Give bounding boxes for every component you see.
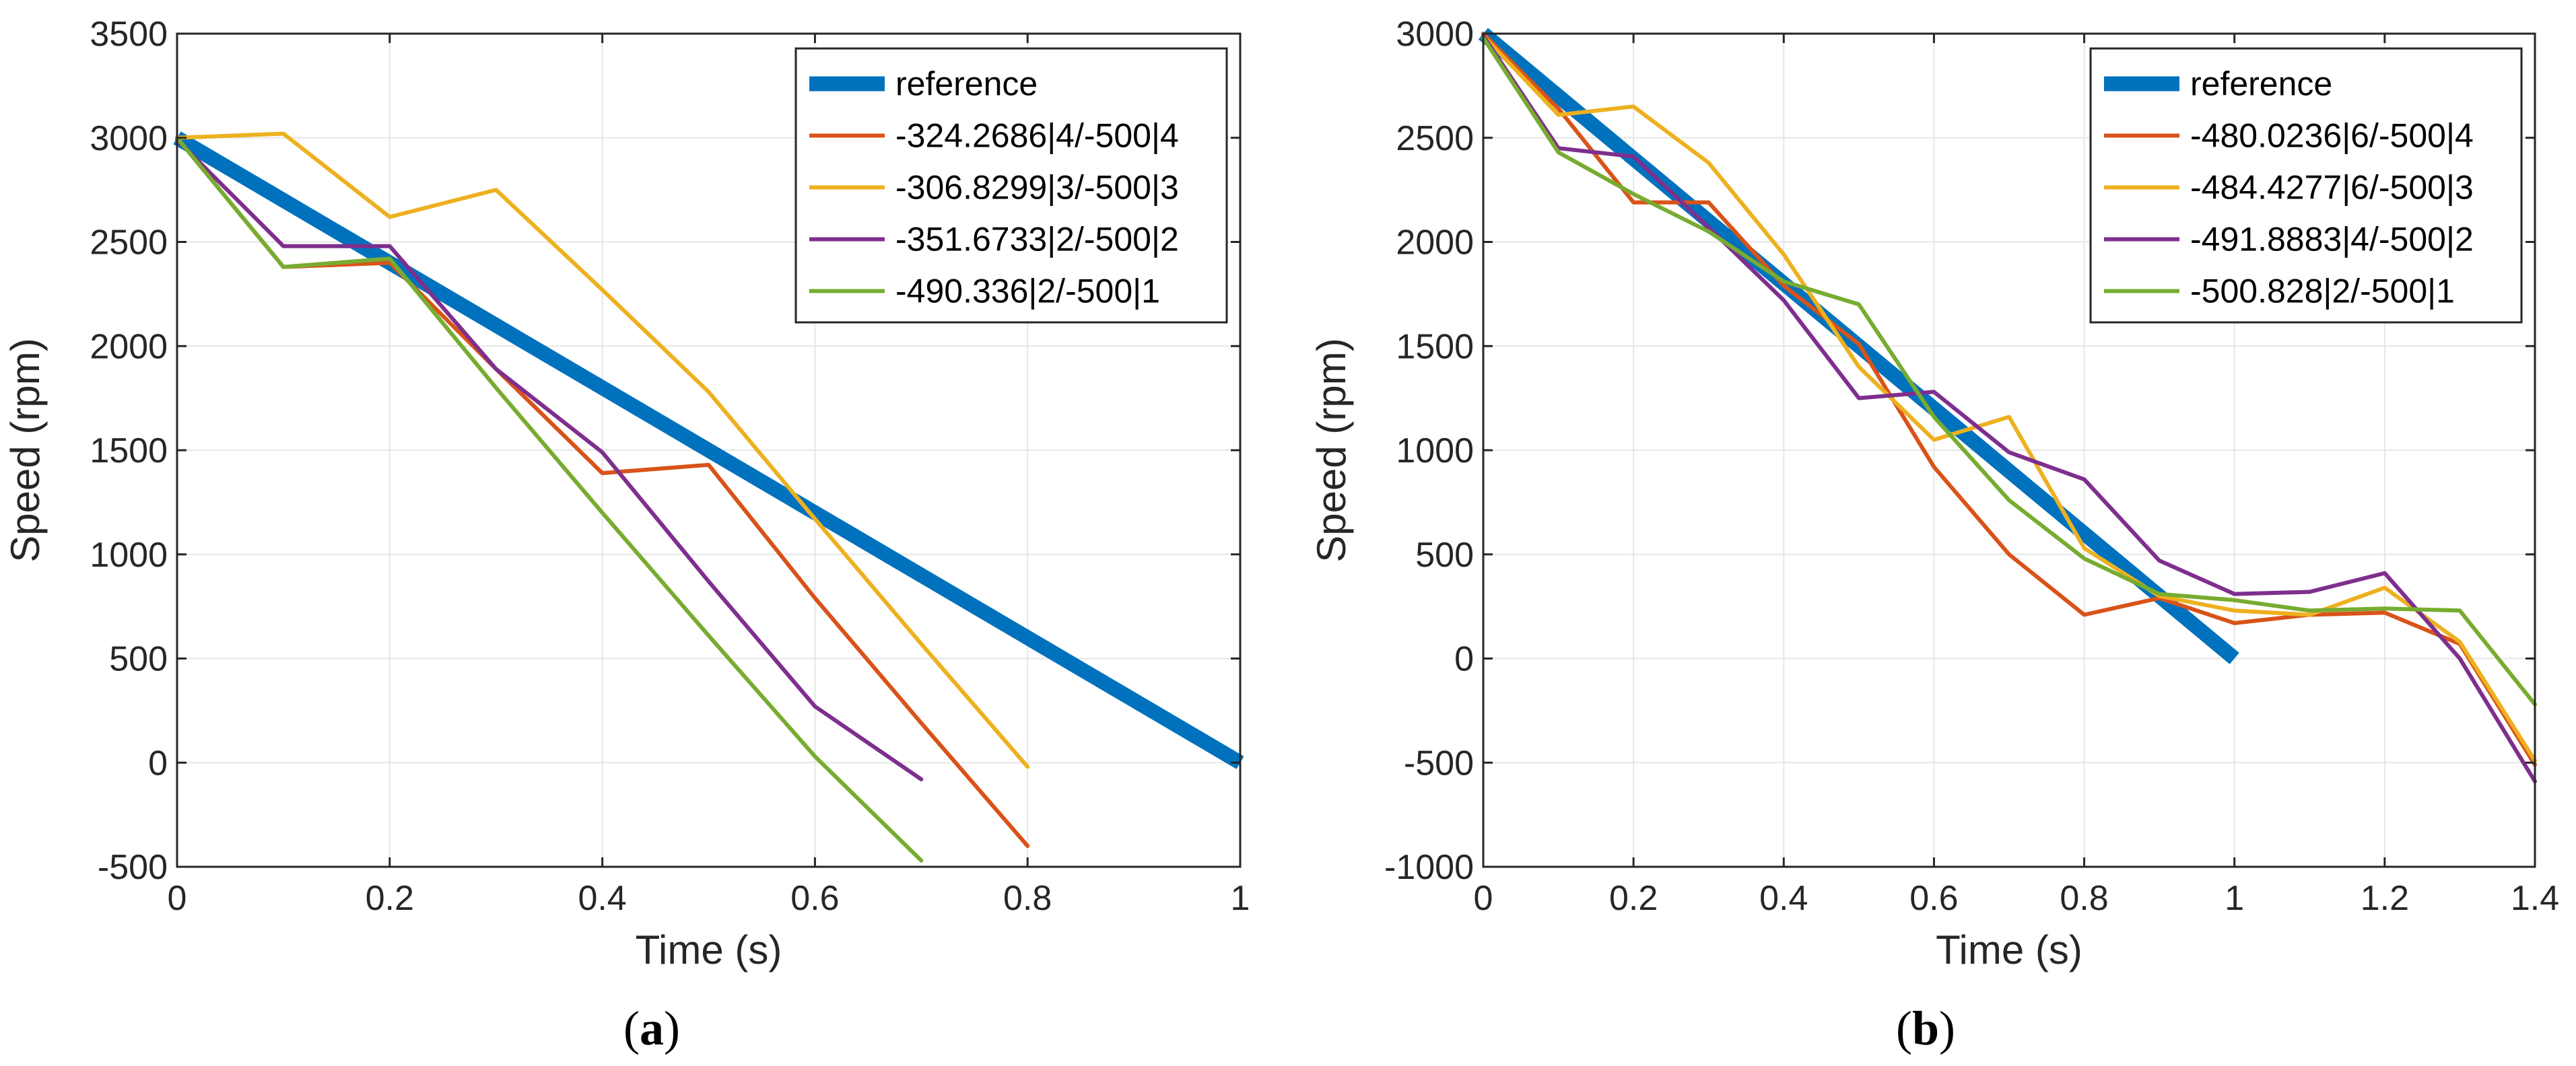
series-line-3 (1481, 34, 2537, 784)
x-tick-label: 0 (1474, 879, 1493, 918)
x-tick-label: 0.4 (578, 879, 626, 918)
x-tick-label: 0.8 (1003, 879, 1052, 918)
series-line-4 (175, 135, 924, 863)
legend: reference -324.2686|4/-500|4 -306.8299|3/-… (794, 47, 1228, 324)
y-tick-label: 2000 (1396, 223, 1474, 262)
x-axis-label: Time (s) (636, 927, 782, 972)
series-line-4 (1481, 36, 2537, 707)
x-tick-label: 0.4 (1759, 879, 1808, 918)
y-tick-label: -1000 (1384, 848, 1474, 887)
y-tick-label: 500 (1415, 536, 1474, 575)
y-tick-label: -500 (98, 848, 168, 887)
y-tick-label: 1500 (90, 431, 168, 470)
x-tick-label: 1.2 (2361, 879, 2409, 918)
y-axis-label: Speed (rpm) (1309, 338, 1354, 562)
caption-open: ( (1896, 1001, 1912, 1055)
x-tick-label: 0 (168, 879, 187, 918)
legend-label-2: -484.4277|6/-500|3 (2190, 169, 2474, 207)
y-tick-label: 2500 (90, 223, 168, 262)
y-tick-label: 3000 (1396, 15, 1474, 54)
panel-caption: (b) (1896, 1001, 1955, 1055)
legend-label-4: -500.828|2/-500|1 (2190, 273, 2455, 310)
legend-label-1: -324.2686|4/-500|4 (895, 117, 1179, 155)
x-tick-label: 1 (1231, 879, 1250, 918)
series-line-2 (1481, 34, 2537, 763)
caption-letter: a (640, 1001, 664, 1055)
y-tick-label: 3500 (90, 15, 168, 54)
y-tick-label: -500 (1404, 744, 1474, 783)
y-tick-label: 1000 (90, 536, 168, 575)
x-axis-label: Time (s) (1936, 927, 2082, 972)
y-tick-label: 0 (148, 744, 168, 783)
y-tick-label: 2000 (90, 327, 168, 366)
y-tick-label: 1500 (1396, 327, 1474, 366)
x-tick-label: 0.8 (2060, 879, 2108, 918)
chart-panel-a: 0 0.2 0.4 0.6 0.8 1-5000500100015002000250030… (3, 15, 1250, 1055)
caption-letter: b (1912, 1001, 1939, 1055)
x-tick-label: 0.6 (1909, 879, 1958, 918)
series-line-1 (1481, 32, 2537, 767)
series-line-0 (173, 131, 1244, 769)
caption-close: ) (1939, 1001, 1955, 1055)
x-tick-label: 0.2 (366, 879, 414, 918)
legend-label-4: -490.336|2/-500|1 (895, 273, 1160, 310)
y-tick-label: 0 (1454, 640, 1474, 679)
legend-label-3: -351.6733|2/-500|2 (895, 221, 1179, 258)
series-line-2 (175, 131, 1030, 769)
legend: reference -480.0236|6/-500|4 -484.4277|6/-… (2089, 47, 2523, 324)
legend-label-0: reference (2190, 65, 2332, 103)
x-tick-label: 1.4 (2511, 879, 2559, 918)
legend-label-1: -480.0236|6/-500|4 (2190, 117, 2474, 155)
y-tick-label: 2500 (1396, 119, 1474, 158)
y-tick-label: 1000 (1396, 431, 1474, 470)
x-tick-label: 0.6 (790, 879, 839, 918)
legend-label-0: reference (895, 65, 1038, 103)
legend-label-3: -491.8883|4/-500|2 (2190, 221, 2474, 258)
y-tick-label: 3000 (90, 119, 168, 158)
caption-close: ) (664, 1001, 680, 1055)
series-line-3 (175, 137, 924, 781)
caption-open: ( (623, 1001, 640, 1055)
panel-caption: (a) (623, 1001, 680, 1055)
chart-panel-b: 0 0.2 0.4 0.6 0.8 1 1.2 1.4 -1000 -500 0 500 1000 150… (1309, 15, 2559, 1055)
x-tick-label: 1 (2225, 879, 2244, 918)
y-axis-label: Speed (rpm) (3, 338, 48, 562)
y-tick-label: 500 (109, 640, 168, 679)
legend-label-2: -306.8299|3/-500|3 (895, 169, 1179, 207)
x-tick-label: 0.2 (1609, 879, 1658, 918)
